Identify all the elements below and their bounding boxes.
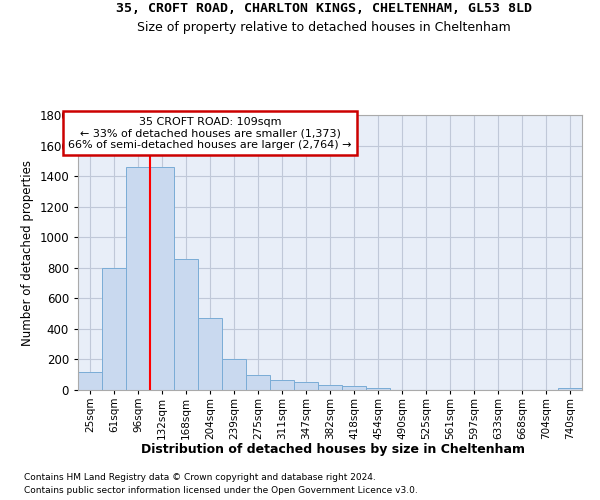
Bar <box>174 258 198 390</box>
Bar <box>102 268 126 390</box>
Bar <box>558 388 582 390</box>
Text: Distribution of detached houses by size in Cheltenham: Distribution of detached houses by size … <box>141 442 525 456</box>
Text: Size of property relative to detached houses in Cheltenham: Size of property relative to detached ho… <box>137 21 511 34</box>
Bar <box>294 382 318 390</box>
Bar <box>366 388 390 390</box>
Bar <box>270 380 294 390</box>
Bar <box>222 360 246 390</box>
Bar <box>126 167 150 390</box>
Text: 35, CROFT ROAD, CHARLTON KINGS, CHELTENHAM, GL53 8LD: 35, CROFT ROAD, CHARLTON KINGS, CHELTENH… <box>116 2 532 16</box>
Bar <box>342 386 366 390</box>
Text: 35 CROFT ROAD: 109sqm
← 33% of detached houses are smaller (1,373)
66% of semi-d: 35 CROFT ROAD: 109sqm ← 33% of detached … <box>68 116 352 150</box>
Text: Contains HM Land Registry data © Crown copyright and database right 2024.: Contains HM Land Registry data © Crown c… <box>24 472 376 482</box>
Bar <box>318 384 342 390</box>
Bar <box>246 374 270 390</box>
Bar <box>198 318 222 390</box>
Text: Contains public sector information licensed under the Open Government Licence v3: Contains public sector information licen… <box>24 486 418 495</box>
Y-axis label: Number of detached properties: Number of detached properties <box>20 160 34 346</box>
Bar <box>150 167 174 390</box>
Bar <box>78 372 102 390</box>
